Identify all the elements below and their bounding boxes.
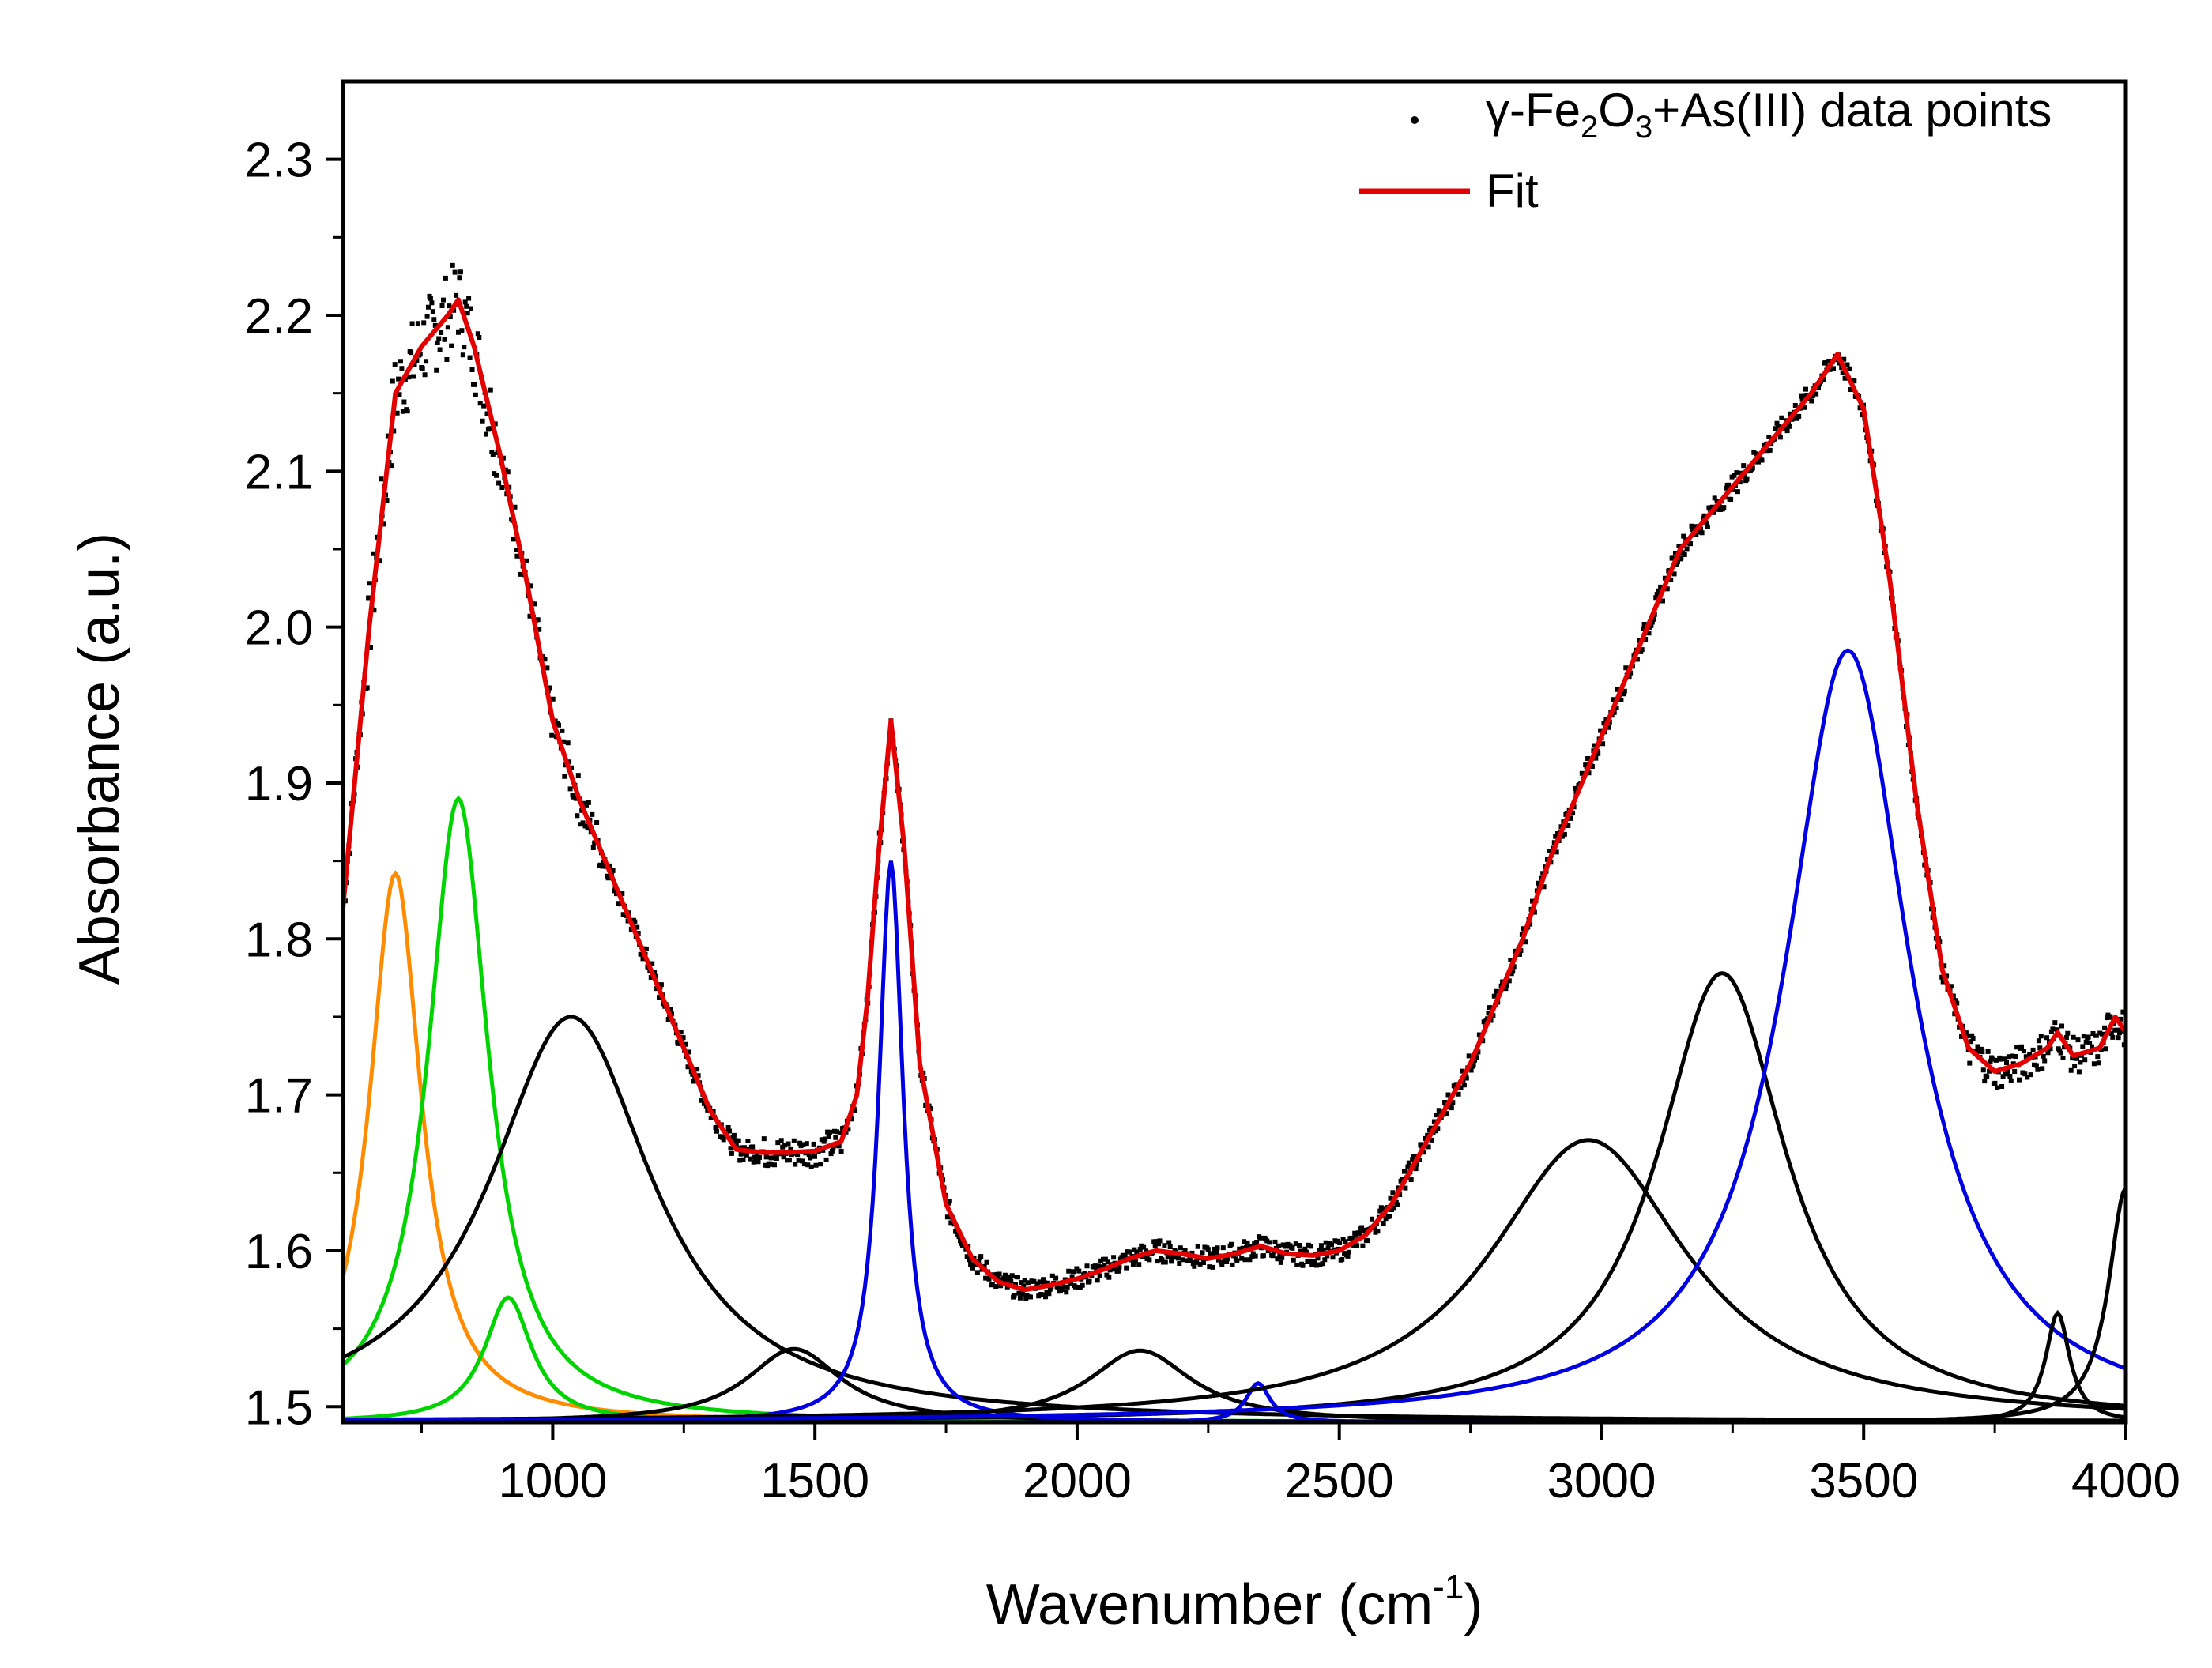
legend-label-part: γ-Fe	[1486, 84, 1581, 137]
y-tick-label: 1.7	[245, 1069, 313, 1124]
fitted-components	[341, 648, 2128, 1425]
component-curve-peak-3870	[343, 1309, 2127, 1425]
x-tick-label: 3500	[1809, 1454, 1918, 1508]
y-tick-label: 2.2	[245, 289, 313, 344]
x-tick-label: 3000	[1547, 1454, 1656, 1508]
x-tick-label: 2500	[1285, 1454, 1394, 1508]
x-axis: 1000 1500 2000 2500 3000 3500 4000	[420, 1422, 2180, 1508]
component-curve-peak-3230	[343, 971, 2127, 1423]
y-tick-label: 2.3	[245, 134, 313, 188]
y-tick-label: 1.8	[245, 913, 313, 967]
component-curve-peak-2975	[343, 1138, 2127, 1422]
x-tick-label: 2000	[1023, 1454, 1132, 1508]
legend-label-part: 2	[1581, 110, 1598, 145]
y-axis-title: Absorbance (a.u.)	[68, 533, 131, 985]
component-curve-peak-820	[341, 795, 2126, 1425]
component-curve-peak-700	[341, 870, 2126, 1425]
legend-label-part: Fit	[1486, 164, 1539, 217]
x-tick-label: 4000	[2071, 1454, 2180, 1508]
y-tick-label: 1.9	[245, 757, 313, 811]
x-tick-label: 1000	[498, 1454, 607, 1508]
legend-label-part: 3	[1635, 110, 1652, 145]
component-curve-peak-1645	[343, 860, 2126, 1425]
legend-label-0: γ-Fe2O3+As(III) data points	[1486, 84, 2052, 145]
plot-frame	[341, 79, 2128, 1425]
y-tick-label: 1.6	[245, 1225, 313, 1279]
y-axis: 1.5 1.6 1.7 1.8 1.9 2.0 2.1 2.2 2.3	[245, 134, 343, 1435]
y-tick-label: 1.5	[245, 1380, 313, 1435]
x-axis-title: Wavenumber (cm-1)	[986, 1568, 1483, 1636]
component-curve-peak-1035	[341, 1015, 2126, 1423]
data-point-series	[341, 262, 2128, 1301]
legend-label-1: Fit	[1486, 164, 1539, 217]
legend-label-part: O	[1598, 84, 1635, 137]
fit-curve	[341, 297, 2128, 1293]
x-axis-title-superscript: -1	[1433, 1568, 1464, 1606]
component-curve-peak-3470	[343, 648, 2127, 1422]
legend-label-part: +As(III) data points	[1652, 84, 2052, 137]
y-tick-label: 2.1	[245, 445, 313, 499]
component-curve-peak-915	[342, 1295, 2126, 1425]
legend: γ-Fe2O3+As(III) data points Fit	[1359, 84, 2052, 217]
x-tick-label: 1500	[760, 1454, 869, 1508]
fit-curve-group	[341, 297, 2128, 1293]
x-axis-title-text: Wavenumber (cm	[986, 1573, 1433, 1636]
legend-marker-data	[1411, 116, 1419, 124]
x-axis-title-close: )	[1464, 1573, 1483, 1636]
y-tick-label: 2.0	[245, 601, 313, 656]
data-points	[341, 262, 2128, 1301]
